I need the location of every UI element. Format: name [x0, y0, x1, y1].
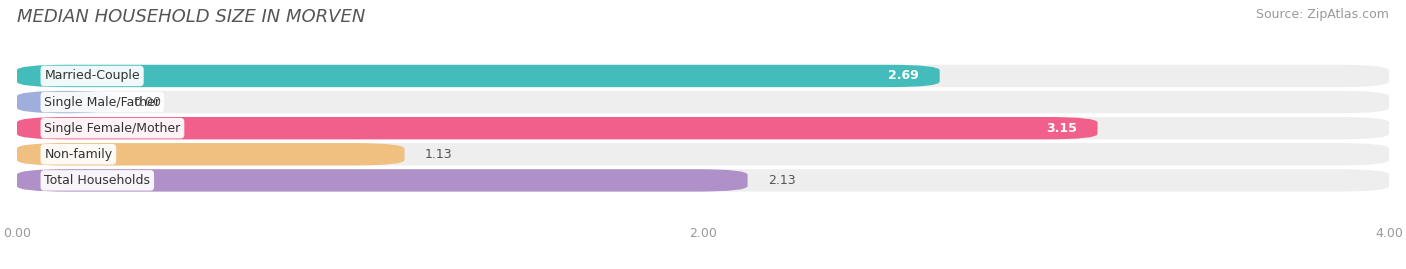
Text: Single Female/Mother: Single Female/Mother [45, 122, 180, 135]
Text: 0.00: 0.00 [134, 95, 162, 109]
FancyBboxPatch shape [17, 117, 1389, 139]
Text: 3.15: 3.15 [1046, 122, 1077, 135]
FancyBboxPatch shape [17, 143, 405, 165]
Text: Total Households: Total Households [45, 174, 150, 187]
Text: 2.13: 2.13 [768, 174, 796, 187]
Text: Source: ZipAtlas.com: Source: ZipAtlas.com [1256, 8, 1389, 21]
FancyBboxPatch shape [17, 91, 1389, 113]
FancyBboxPatch shape [17, 117, 1098, 139]
Text: MEDIAN HOUSEHOLD SIZE IN MORVEN: MEDIAN HOUSEHOLD SIZE IN MORVEN [17, 8, 366, 26]
Text: Married-Couple: Married-Couple [45, 69, 141, 83]
Text: 1.13: 1.13 [425, 148, 453, 161]
Text: 2.69: 2.69 [889, 69, 920, 83]
Text: Single Male/Father: Single Male/Father [45, 95, 160, 109]
FancyBboxPatch shape [17, 169, 748, 192]
FancyBboxPatch shape [17, 65, 939, 87]
FancyBboxPatch shape [17, 65, 1389, 87]
FancyBboxPatch shape [17, 143, 1389, 165]
FancyBboxPatch shape [17, 169, 1389, 192]
FancyBboxPatch shape [17, 91, 112, 113]
Text: Non-family: Non-family [45, 148, 112, 161]
